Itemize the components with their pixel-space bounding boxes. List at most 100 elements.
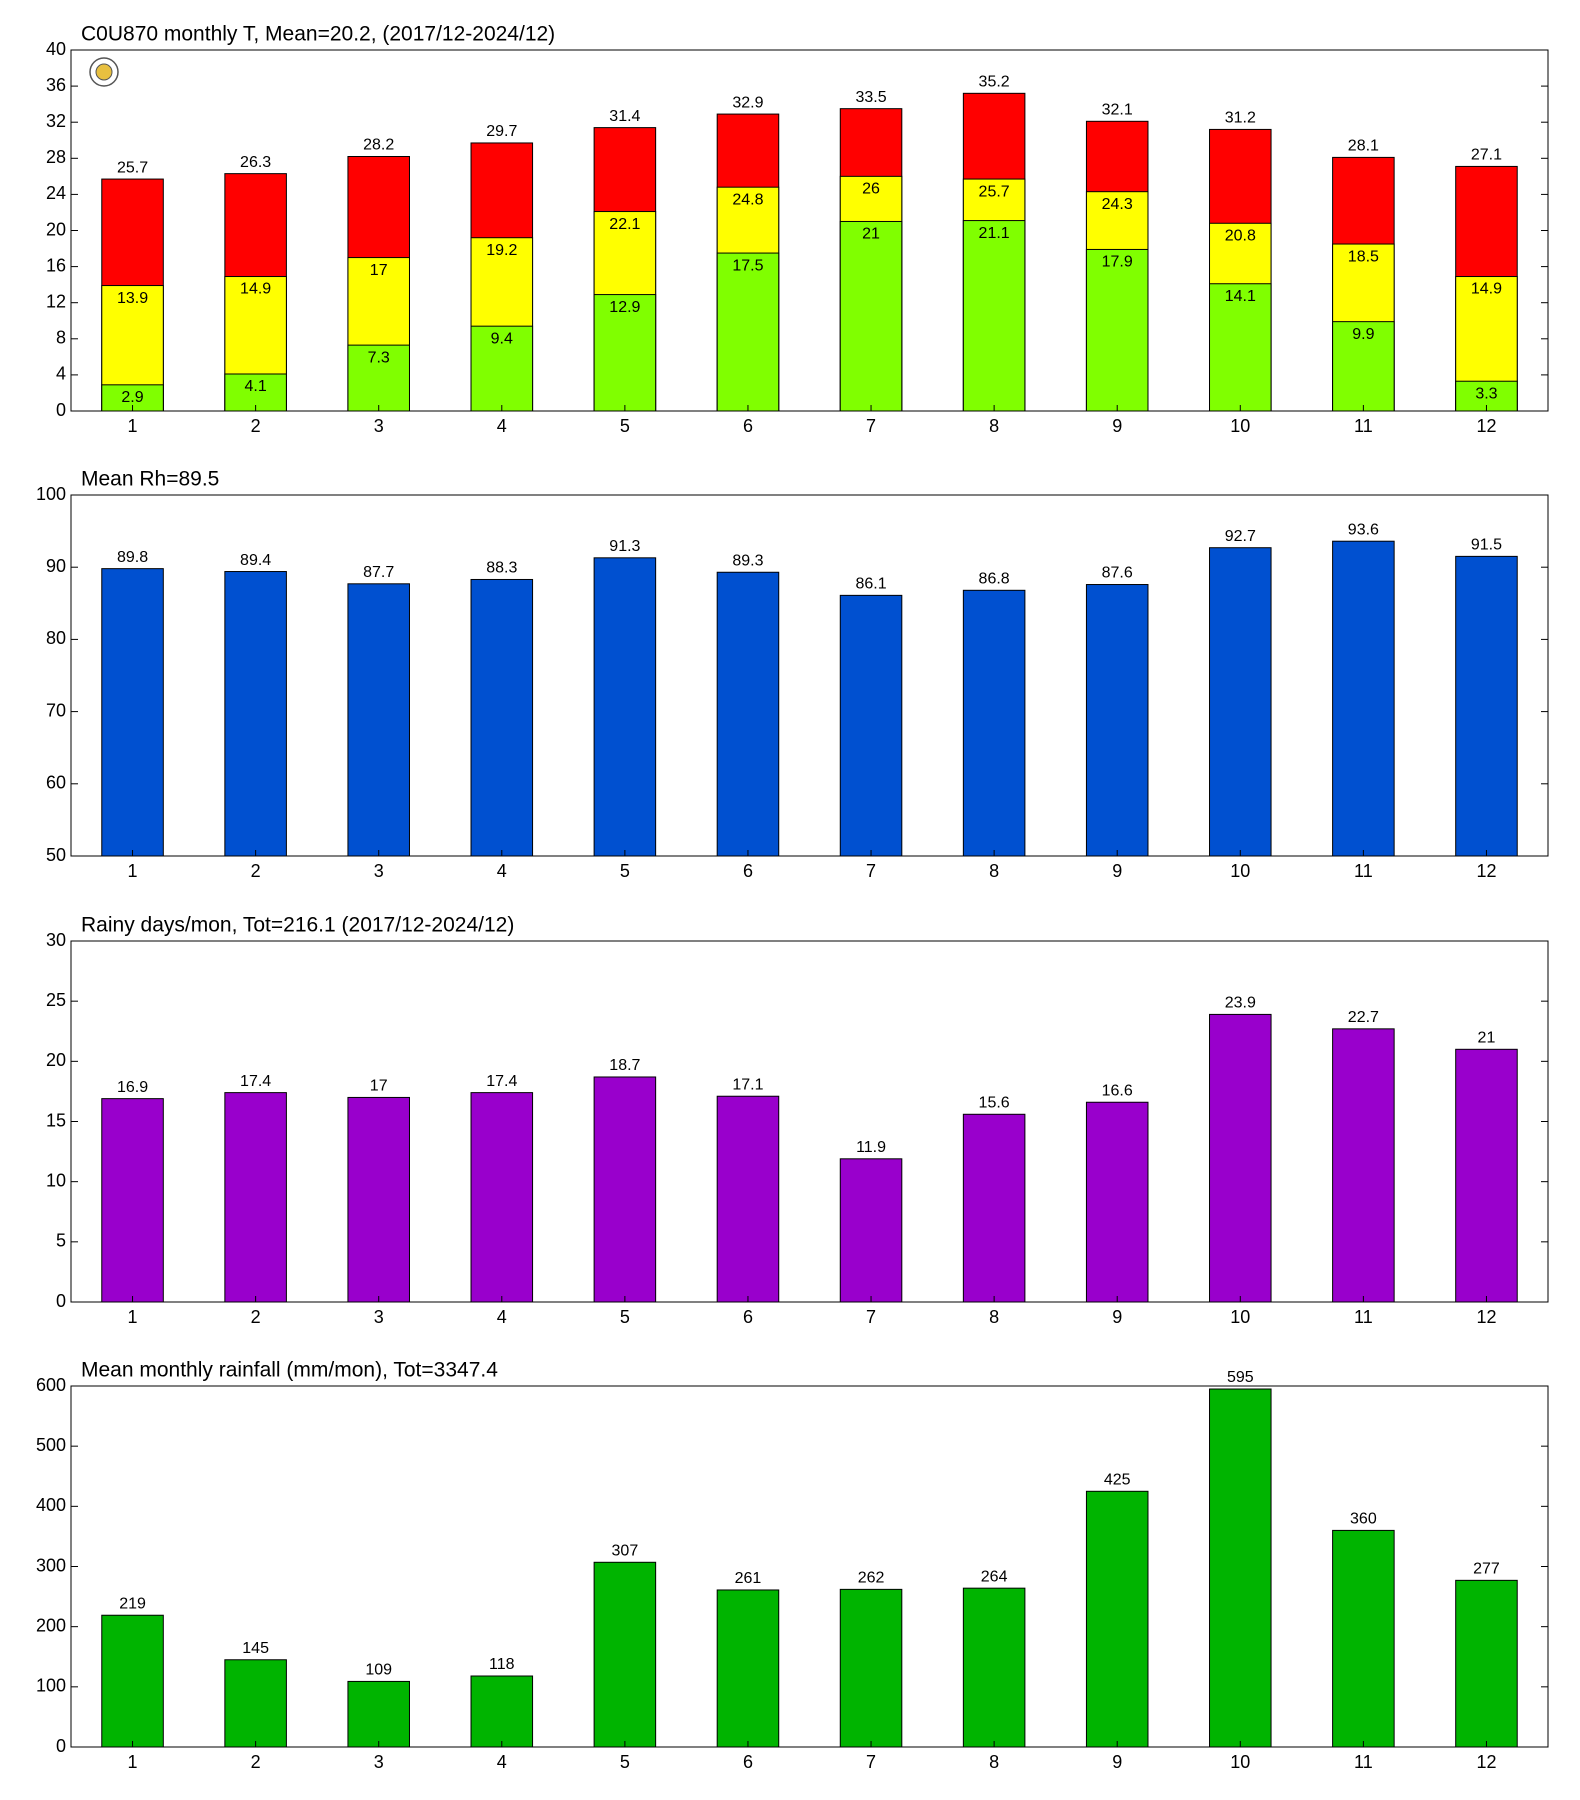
bar: [593, 1076, 657, 1303]
bar: [224, 373, 287, 412]
bar: [1209, 1388, 1272, 1748]
x-tick-label: 11: [1354, 861, 1373, 881]
value-label: 87.7: [363, 564, 394, 581]
x-tick-label: 10: [1230, 1752, 1250, 1772]
bar: [593, 1561, 657, 1748]
y-tick-label: 36: [46, 75, 66, 95]
y-tick-label: 15: [46, 1110, 66, 1130]
x-tick-label: 10: [1230, 416, 1250, 436]
bar: [1332, 1028, 1395, 1303]
y-tick-label: 80: [46, 628, 66, 648]
y-tick-label: 12: [46, 291, 66, 311]
bar: [1209, 283, 1272, 412]
bar: [101, 568, 164, 857]
value-label: 32.1: [1102, 102, 1133, 119]
value-label: 89.3: [732, 552, 763, 569]
value-label: 89.4: [240, 552, 271, 569]
value-label: 12.9: [609, 299, 640, 316]
value-label: 17.4: [486, 1073, 517, 1090]
y-tick-label: 50: [46, 845, 66, 865]
x-tick-label: 6: [743, 1307, 753, 1327]
x-tick-label: 12: [1476, 861, 1496, 881]
x-tick-label: 9: [1112, 416, 1122, 436]
bar: [1085, 584, 1149, 857]
x-tick-label: 8: [989, 1752, 999, 1772]
bar: [224, 1092, 287, 1303]
y-tick-label: 600: [36, 1375, 66, 1395]
value-label: 118: [489, 1656, 515, 1673]
x-tick-label: 3: [374, 416, 384, 436]
value-label: 13.9: [117, 290, 148, 307]
value-label: 277: [1473, 1561, 1500, 1578]
value-label: 25.7: [979, 183, 1010, 200]
x-tick-label: 7: [866, 1307, 876, 1327]
x-tick-label: 7: [866, 1752, 876, 1772]
bar: [839, 1588, 903, 1748]
bar: [839, 594, 903, 857]
value-label: 17.4: [240, 1073, 271, 1090]
x-tick-label: 2: [251, 1307, 261, 1327]
bar: [224, 1659, 287, 1748]
x-tick-label: 2: [251, 416, 261, 436]
bar: [101, 1614, 164, 1748]
x-tick-label: 4: [497, 1752, 507, 1772]
value-label: 15.6: [979, 1094, 1010, 1111]
value-label: 91.5: [1471, 537, 1502, 554]
chart-title: C0U870 monthly T, Mean=20.2, (2017/12-20…: [81, 23, 555, 46]
bar: [470, 1092, 534, 1303]
bar: [962, 1587, 1026, 1748]
logo: [89, 57, 119, 87]
x-tick-label: 5: [620, 861, 630, 881]
y-tick-label: 60: [46, 773, 66, 793]
x-tick-label: 6: [743, 416, 753, 436]
value-label: 21.1: [979, 225, 1010, 242]
value-label: 23.9: [1225, 995, 1256, 1012]
x-tick-label: 12: [1476, 416, 1496, 436]
value-label: 595: [1227, 1369, 1254, 1386]
x-tick-label: 2: [251, 861, 261, 881]
value-label: 25.7: [117, 159, 148, 176]
value-label: 17.1: [732, 1076, 763, 1093]
x-tick-label: 7: [866, 416, 876, 436]
bar: [1209, 1013, 1272, 1303]
x-tick-label: 8: [989, 861, 999, 881]
value-label: 17.5: [732, 257, 763, 274]
bar: [1085, 1101, 1149, 1303]
bar: [962, 220, 1026, 412]
bar: [839, 1158, 903, 1303]
x-tick-label: 6: [743, 861, 753, 881]
value-label: 22.7: [1348, 1009, 1379, 1026]
x-tick-label: 5: [620, 416, 630, 436]
y-tick-label: 400: [36, 1495, 66, 1515]
value-label: 91.3: [609, 538, 640, 555]
x-tick-label: 3: [374, 861, 384, 881]
y-tick-label: 40: [46, 39, 66, 59]
value-label: 86.1: [855, 576, 886, 593]
x-tick-label: 4: [497, 861, 507, 881]
value-label: 86.8: [979, 571, 1010, 588]
value-label: 262: [858, 1570, 885, 1587]
value-label: 27.1: [1471, 147, 1502, 164]
value-label: 7.3: [368, 349, 390, 366]
value-label: 24.3: [1102, 196, 1133, 213]
chart-title: Mean monthly rainfall (mm/mon), Tot=3347…: [81, 1359, 498, 1382]
bar: [839, 220, 903, 412]
bar: [716, 252, 780, 412]
value-label: 11.9: [856, 1139, 886, 1156]
value-label: 261: [735, 1570, 762, 1587]
value-label: 9.4: [491, 330, 513, 347]
y-tick-label: 30: [46, 930, 66, 950]
x-tick-label: 9: [1112, 861, 1122, 881]
bar: [347, 583, 410, 857]
value-label: 24.8: [732, 191, 763, 208]
x-tick-label: 11: [1354, 1752, 1373, 1772]
value-label: 14.9: [1471, 281, 1502, 298]
x-tick-label: 1: [128, 861, 138, 881]
x-tick-label: 8: [989, 416, 999, 436]
bar: [1209, 547, 1272, 857]
value-label: 109: [365, 1662, 392, 1679]
y-tick-label: 28: [46, 147, 66, 167]
bar: [593, 557, 657, 857]
value-label: 17: [370, 262, 388, 279]
